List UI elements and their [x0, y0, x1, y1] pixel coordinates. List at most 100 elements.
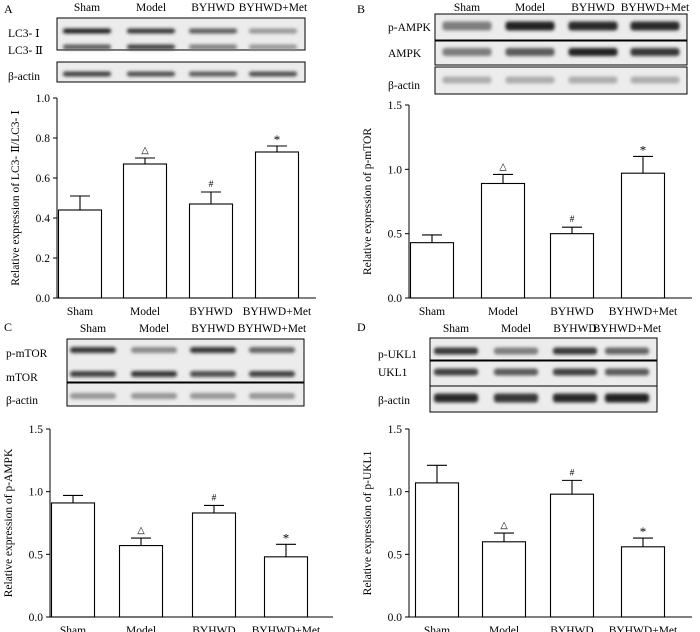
significance-mark: △ [141, 146, 149, 156]
blot-row-label: LC3- Ⅱ [8, 45, 43, 57]
blot-band [630, 76, 680, 84]
category-label: BYHWD [550, 306, 593, 318]
blot-band [552, 393, 598, 403]
blot-band [442, 21, 492, 31]
y-tick-label: 0.0 [388, 293, 403, 305]
bar [549, 233, 595, 299]
bar [50, 502, 96, 618]
significance-mark: * [283, 530, 290, 545]
bar-chart: 0.0 0.5 1.0 1.5 Relative expression of p-AMP… [3, 424, 333, 632]
y-tick-label: 0.0 [388, 612, 403, 624]
blot-band [493, 393, 539, 403]
bar [480, 182, 526, 299]
y-tick-label: 0.5 [388, 229, 403, 241]
lane-label: Sham [80, 323, 106, 335]
category-label: Sham [419, 306, 445, 318]
blot-band [248, 28, 298, 34]
blot-band [442, 48, 492, 56]
blot-band [130, 371, 178, 377]
blot-band [62, 28, 112, 34]
significance-mark: △ [499, 162, 507, 172]
blot-band [189, 347, 237, 353]
significance-mark: △ [137, 526, 145, 536]
blot-band [62, 44, 112, 50]
blot-band [630, 48, 680, 56]
panel-c: C Sham Model BYHWD BYHWD+Met p-mTOR mTOR β-acti… [3, 320, 333, 632]
significance-mark: # [570, 215, 575, 225]
y-tick-label: 1.0 [388, 487, 403, 499]
category-label: BYHWD [550, 625, 593, 632]
bar [620, 546, 666, 618]
significance-mark: * [274, 132, 281, 147]
blot-band [126, 44, 176, 50]
y-tick-label: 0.6 [36, 173, 51, 185]
blot-band [189, 393, 237, 399]
category-label: BYHWD [192, 625, 235, 632]
blot-band [188, 71, 238, 77]
category-label: Model [489, 625, 519, 632]
blot-band [505, 48, 555, 56]
blot-band [248, 371, 296, 377]
blot-row-label: LC3- Ⅰ [8, 28, 40, 40]
blot-band [248, 347, 296, 353]
bar [188, 203, 234, 299]
y-tick-label: 0.5 [388, 549, 403, 561]
lane-label: BYHWD [553, 323, 596, 335]
blot-band [69, 371, 117, 377]
blot-band [189, 371, 237, 377]
bar [118, 545, 164, 618]
lane-label: Model [515, 2, 545, 14]
lane-label: BYHWD+Met [238, 323, 307, 335]
y-axis-label: Relative expression of p-AMPK [3, 448, 15, 597]
panel-label: A [4, 2, 13, 16]
y-tick-label: 1.5 [29, 424, 44, 436]
blot-band [568, 76, 618, 84]
lane-label: Sham [74, 2, 100, 14]
category-label: Sham [67, 306, 93, 318]
lane-label: Model [139, 323, 169, 335]
bar [620, 172, 666, 299]
lane-label: Model [136, 2, 166, 14]
blot-row-label: AMPK [388, 48, 422, 60]
y-axis-label: Relative expression of p-mTOR [362, 128, 374, 275]
y-tick-label: 0.5 [29, 549, 44, 561]
category-label: Model [126, 625, 156, 632]
lane-label: BYHWD [191, 323, 234, 335]
y-tick-label: 1.0 [388, 164, 403, 176]
blot-band [442, 76, 492, 84]
y-axis-label: Relative expression of LC3- Ⅱ/LC3- Ⅰ [10, 110, 22, 286]
bar-chart: 0.0 0.5 1.0 1.5 Relative expression of p-mTO… [362, 100, 692, 318]
blot-band [130, 347, 178, 353]
blot-band [552, 368, 598, 376]
category-label: BYHWD+Met [609, 306, 678, 318]
lane-label: BYHWD+Met [239, 2, 308, 14]
panel-d: D Sham Model BYHWDBYHWD+Metp-UKL1UKL1β-acti… [357, 320, 692, 632]
blot-frame [56, 61, 306, 83]
blot-row-label: β-actin [388, 80, 420, 92]
blot-band [248, 44, 298, 50]
bar-chart: 0.0 0.5 1.0 1.5 Relative expression of p-UKL… [362, 424, 692, 632]
category-label: BYHWD+Met [609, 625, 678, 632]
panel-label: C [4, 320, 12, 334]
blot-band [126, 28, 176, 34]
category-label: BYHWD+Met [252, 625, 321, 632]
category-label: BYHWD [189, 306, 232, 318]
lane-label: BYHWD+Met [593, 323, 662, 335]
blot-band [62, 71, 112, 77]
panel-label: B [357, 2, 365, 16]
bar [414, 482, 460, 618]
blot-row-label: β-actin [378, 395, 410, 407]
blot-row-label: β-actin [6, 395, 38, 407]
y-axis-label: Relative expression of p-UKL1 [362, 450, 374, 595]
category-label: Sham [424, 625, 450, 632]
bar [409, 242, 455, 299]
panel-label: D [357, 320, 366, 334]
bar [191, 512, 237, 618]
blot-band [604, 368, 650, 376]
lane-label: BYHWD+Met [621, 2, 690, 14]
blot-row-label: β-actin [8, 71, 40, 83]
significance-mark: △ [500, 521, 508, 531]
blot-band [188, 44, 238, 50]
